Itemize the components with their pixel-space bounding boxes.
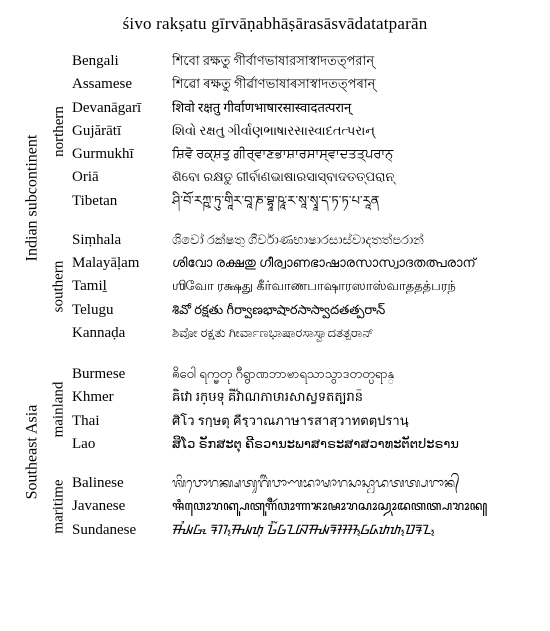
script-sample: ᮯᮤᮝᮧ ᮛᮊ᮪ᮯᮒᮥ ᮌᮤᮁᮝᮔᮘᮯᮛᮞᮞ᮪ᮝᮓᮒᮒ᮪ᮕᮛᮔ᮪ (172, 520, 532, 540)
script-name: Balinese (72, 472, 172, 495)
table-row: Laoສິໂວ ຣັກສະຕຸ ຄີຣວານະພາສາຣະສາສວາທະຕັຕປ… (72, 433, 532, 456)
subgroup-label-text: southern (51, 261, 68, 313)
region: Southeast Asia mainlandBurmeseၐိဝေါ ရက္ၑတ… (18, 363, 532, 542)
subgroup-label: mainland (46, 363, 72, 456)
script-name: Khmer (72, 386, 172, 409)
table-row: Malayāḷamശിവോ രക്ഷതു ഗീര്വാണഭാഷാരസാസ്വാദ… (72, 252, 532, 275)
subgroup: maritimeBalineseᬰᬶᬯᭀᬭᬓ᭄ᬱᬢᬸᬕᬷᬃᬯᬵᬡᬪᬵᬱᬵᬭᬲᬵᬲ… (46, 472, 532, 542)
subgroup: northern Bengaliশিবো রক্ষতু গীর্বাণভাষারস… (46, 50, 532, 213)
script-sample: ශිවෝ රක්ෂතු ගීර්වාණභාෂාරසාස්වාදතත්පරාන් (172, 230, 532, 250)
script-name: Kannaḍa (72, 322, 172, 345)
subgroups: northern Bengaliশিবো রক্ষতু গীর্বাণভাষারস… (46, 50, 532, 345)
page-title: śivo rakṣatu gīrvāṇabhāṣārasāsvādatatpar… (18, 14, 532, 34)
table-row: Kannaḍaಶಿವೋ ರಕ್ಷತು ಗೀರ್ವಾಣಭಾಷಾರಸಾಸ್ವಾದತತ… (72, 322, 532, 345)
script-name: Gujărātī (72, 120, 172, 143)
script-name: Burmese (72, 363, 172, 386)
script-sample: ꦯꦶꦮꦺꦴꦫꦏ꧀ꦰꦠꦸꦒꦷꦂꦮꦴꦟꦨꦴꦰꦴꦫꦱꦴꦱ꧀ꦮꦴꦢꦠꦠ꧀ꦥꦫꦴꦤ꧀ (172, 496, 532, 516)
script-sample: ཤི་བོ་རཀྵ་ཏུ་གཱིར་བཱ་ཎ་བྷཱ་ཥཱ་ར་སཱ་སྭཱ་ད… (172, 191, 532, 211)
script-name: Sundanese (72, 519, 172, 542)
table-row: Tibetanཤི་བོ་རཀྵ་ཏུ་གཱིར་བཱ་ཎ་བྷཱ་ཥཱ་ར་ས… (72, 190, 532, 213)
script-comparison-table: śivo rakṣatu gīrvāṇabhāṣārasāsvādatatpar… (0, 0, 550, 562)
script-sample: ശിവോ രക്ഷതു ഗീര്വാണഭാഷാരസാസ്വാദതത്പരാന് (172, 253, 532, 273)
script-sample: ಶಿವೋ ರಕ್ಷತು ಗೀರ್ವಾಣಭಾಷಾರಸಾಸ್ವಾದತತ್ಪರಾನ್ (172, 323, 532, 343)
script-sample: ឝិវោ រក្ឞទុ គីវ៌ាណភាឞារសាស្វទតត្បរាន៑ (172, 387, 532, 407)
script-sample: శివో రక్షతు గీర్వాణభాషారసాస్వాదతత్పరాన్ (172, 300, 532, 320)
rows: Balineseᬰᬶᬯᭀᬭᬓ᭄ᬱᬢᬸᬕᬷᬃᬯᬵᬡᬪᬵᬱᬵᬭᬲᬵᬲ᭄ᬯᬵᬤᬢᬢ᭄ᬧ… (72, 472, 532, 542)
script-name: Tibetan (72, 190, 172, 213)
table-row: Bengaliশিবো রক্ষতু গীর্বাণভাষারসাস্বাদতত… (72, 50, 532, 73)
region-label-text: Southeast Asia (23, 405, 41, 500)
table-row: Burmeseၐိဝေါ ရက္ၑတု ဂီရွာဏဘာၑာရသာသွာဒတတ္… (72, 363, 532, 386)
subgroup: southernSiṃhalaශිවෝ රක්ෂතු ගීර්වාණභාෂාරස… (46, 229, 532, 345)
script-name: Siṃhala (72, 229, 172, 252)
table-row: Tamiḻஶிவோ ரக்ஷது கீர்வாணபாஷாரஸாஸ்வாததத்ப… (72, 275, 532, 298)
table-row: Assameseশিৱো ৰক্ষতু গীৰ্ৱাণভাষাৰসাস্বাদত… (72, 73, 532, 96)
rows: Burmeseၐိဝေါ ရက္ၑတု ဂီရွာဏဘာၑာရသာသွာဒတတ္… (72, 363, 532, 456)
script-name: Bengali (72, 50, 172, 73)
subgroup-label-text: maritime (51, 480, 68, 534)
script-name: Lao (72, 433, 172, 456)
script-sample: ਸ਼ਿਵੋ ਰਕ੍ਸ਼ਤੁ ਗੀਰ੍ਵਾਣਭਾਸ਼ਾਰਸਾਸ੍ਵਾਦਤਤ੍ਪਰਾ… (172, 144, 532, 164)
table-row: Thaiศิโว รกฺษตุ คีรฺวาณภาษารสาสฺวาทตตฺปร… (72, 410, 532, 433)
region-label-text: Indian subcontinent (23, 134, 41, 261)
table-row: Gurmukhīਸ਼ਿਵੋ ਰਕ੍ਸ਼ਤੁ ਗੀਰ੍ਵਾਣਭਾਸ਼ਾਰਸਾਸ੍ਵ… (72, 143, 532, 166)
table-row: Javaneseꦯꦶꦮꦺꦴꦫꦏ꧀ꦰꦠꦸꦒꦷꦂꦮꦴꦟꦨꦴꦰꦴꦫꦱꦴꦱ꧀ꦮꦴꦢꦠꦠ꧀… (72, 495, 532, 518)
table-row: Sundaneseᮯᮤᮝᮧ ᮛᮊ᮪ᮯᮒᮥ ᮌᮤᮁᮝᮔᮘᮯᮛᮞᮞ᮪ᮝᮓᮒᮒ᮪ᮕᮛᮔ… (72, 519, 532, 542)
script-sample: शिवो रक्षतु गीर्वाणभाषारसास्वादतत्परान् (172, 98, 532, 118)
region-label: Indian subcontinent (18, 50, 46, 345)
table-row: Siṃhalaශිවෝ රක්ෂතු ගීර්වාණභාෂාරසාස්වාදතත… (72, 229, 532, 252)
subgroup-label: maritime (46, 472, 72, 542)
script-name: Javanese (72, 495, 172, 518)
script-sample: ଶିବୋ ରକ୍ଷତୁ ଗୀର୍ବାଣଭାଷାରସାସ୍ବାଦତତ୍ପରାନ୍ (172, 167, 532, 187)
script-sample: শিবো রক্ষতু গীর্বাণভাষারসাস্বাদতত্পরান্ (172, 51, 532, 71)
script-name: Tamiḻ (72, 275, 172, 298)
script-sample: ၐိဝေါ ရက္ၑတု ဂီရွာဏဘာၑာရသာသွာဒတတ္ပရာန္ (172, 364, 532, 384)
subgroup-label-text: northern (51, 106, 68, 157)
script-name: Gurmukhī (72, 143, 172, 166)
script-sample: ศิโว รกฺษตุ คีรฺวาณภาษารสาสฺวาทตตฺปรานฺ (172, 411, 532, 431)
table-row: Devanāgarīशिवो रक्षतु गीर्वाणभाषारसास्वा… (72, 97, 532, 120)
script-sample: ஶிவோ ரக்ஷது கீர்வாணபாஷாரஸாஸ்வாததத்பரந் (172, 276, 532, 296)
script-name: Malayāḷam (72, 252, 172, 275)
script-sample: ສິໂວ ຣັກສະຕຸ ຄີຣວານະພາສາຣະສາສວາທະຕັຕປະຣາ… (172, 434, 532, 454)
regions-container: Indian subcontinent northern Bengaliশিবো র… (18, 50, 532, 542)
subgroup-label: southern (46, 229, 72, 345)
subgroup-label-text: mainland (51, 382, 68, 438)
script-sample: ᬰᬶᬯᭀᬭᬓ᭄ᬱᬢᬸᬕᬷᬃᬯᬵᬡᬪᬵᬱᬵᬭᬲᬵᬲ᭄ᬯᬵᬤᬢᬢ᭄ᬧᬭᬵᬦ᭄ (172, 473, 532, 493)
table-row: Khmerឝិវោ រក្ឞទុ គីវ៌ាណភាឞារសាស្វទតត្បរា… (72, 386, 532, 409)
rows: Siṃhalaශිවෝ රක්ෂතු ගීර්වාණභාෂාරසාස්වාදතත… (72, 229, 532, 345)
script-name: Assamese (72, 73, 172, 96)
subgroup-label: northern (46, 50, 72, 213)
script-sample: শিৱো ৰক্ষতু গীৰ্ৱাণভাষাৰসাস্বাদতত্পৰান্ (172, 74, 532, 94)
table-row: Oriāଶିବୋ ରକ୍ଷତୁ ଗୀର୍ବାଣଭାଷାରସାସ୍ବାଦତତ୍ପର… (72, 166, 532, 189)
script-name: Oriā (72, 166, 172, 189)
script-name: Thai (72, 410, 172, 433)
subgroup: mainlandBurmeseၐိဝေါ ရက္ၑတု ဂီရွာဏဘာၑာရသ… (46, 363, 532, 456)
table-row: Balineseᬰᬶᬯᭀᬭᬓ᭄ᬱᬢᬸᬕᬷᬃᬯᬵᬡᬪᬵᬱᬵᬭᬲᬵᬲ᭄ᬯᬵᬤᬢᬢ᭄ᬧ… (72, 472, 532, 495)
script-name: Devanāgarī (72, 97, 172, 120)
table-row: Teluguశివో రక్షతు గీర్వాణభాషారసాస్వాదతత్… (72, 299, 532, 322)
rows: Bengaliশিবো রক্ষতু গীর্বাণভাষারসাস্বাদতত… (72, 50, 532, 213)
script-sample: શિવો રક્ષતુ ગીર્વાણભાષારસાસ્વાદતત્પરાન્ (172, 121, 532, 141)
subgroups: mainlandBurmeseၐိဝေါ ရက္ၑတု ဂီရွာဏဘာၑာရသ… (46, 363, 532, 542)
region: Indian subcontinent northern Bengaliশিবো র… (18, 50, 532, 345)
script-name: Telugu (72, 299, 172, 322)
table-row: Gujărātīશિવો રક્ષતુ ગીર્વાણભાષારસાસ્વાદત… (72, 120, 532, 143)
region-label: Southeast Asia (18, 363, 46, 542)
